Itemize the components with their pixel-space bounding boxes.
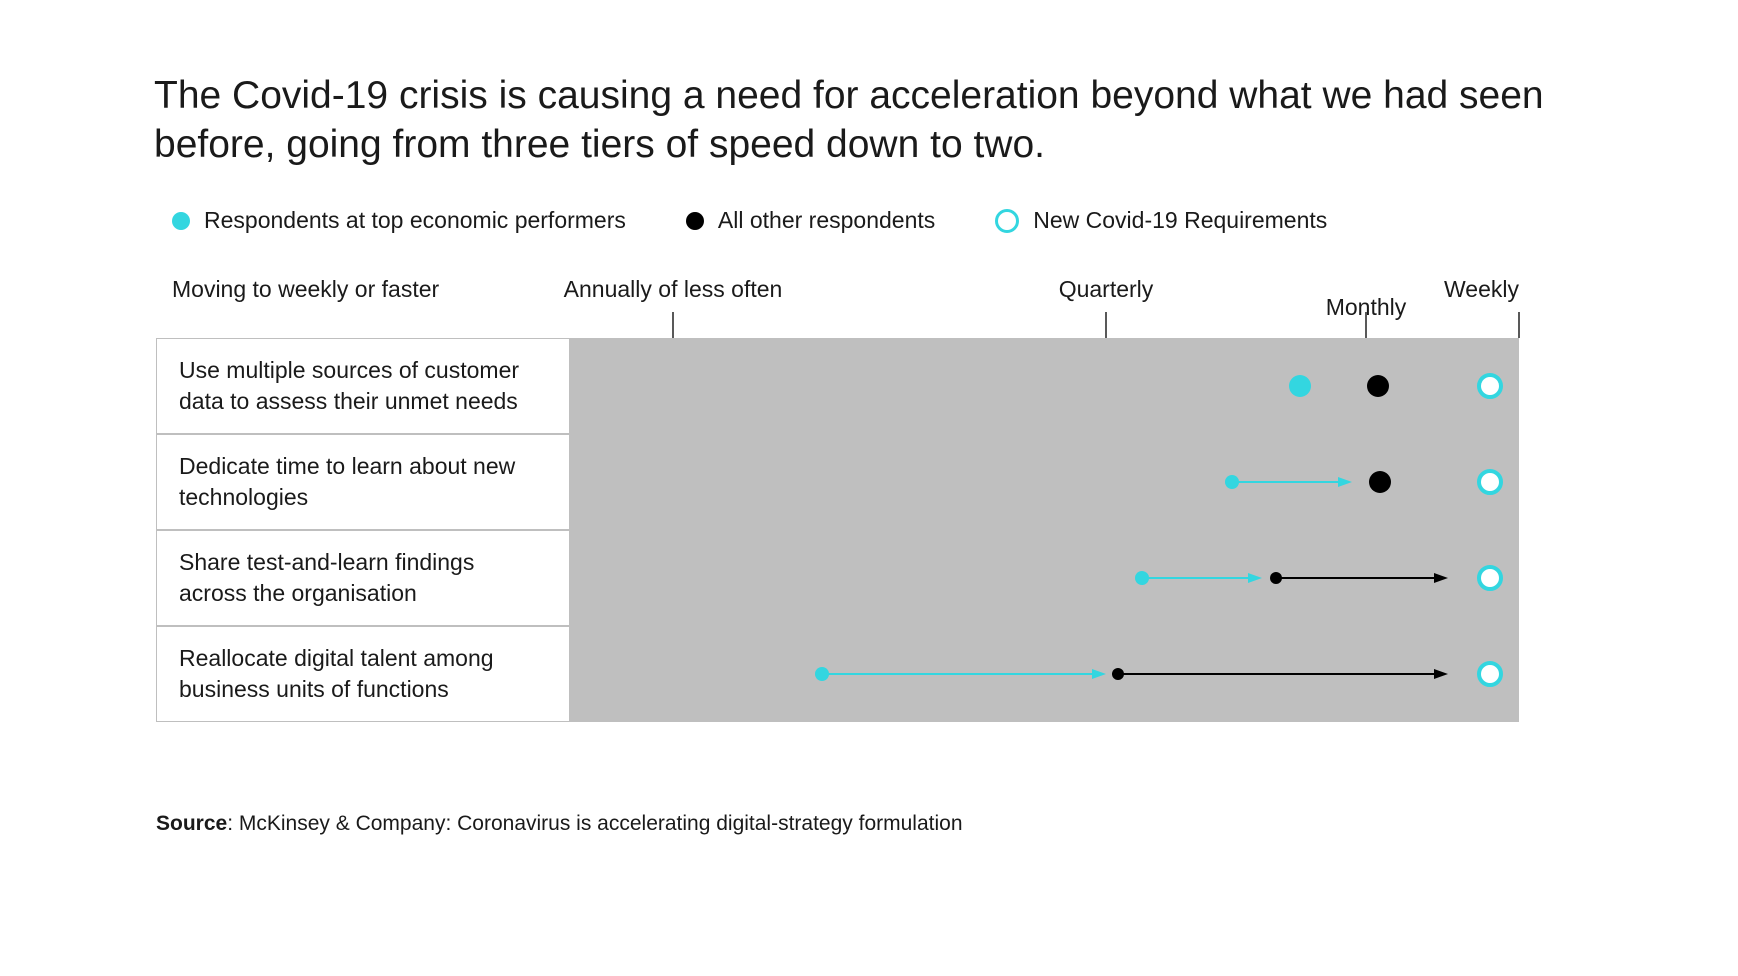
- legend-label-0: Respondents at top economic performers: [204, 207, 626, 234]
- legend-swatch-0: [172, 212, 190, 230]
- chart-canvas: The Covid-19 crisis is causing a need fo…: [0, 0, 1738, 976]
- axis-label-3: Weekly: [1444, 276, 1519, 303]
- axis-tick-3: [1518, 312, 1520, 338]
- covid-requirement-dot-3: [1477, 661, 1503, 687]
- other-respondents-arrow-2: [1276, 577, 1434, 579]
- source-line: Source: McKinsey & Company: Coronavirus …: [156, 812, 963, 836]
- source-prefix: Source: [156, 812, 227, 835]
- legend-item-0: Respondents at top economic performers: [172, 207, 626, 234]
- covid-requirement-dot-2: [1477, 565, 1503, 591]
- legend: Respondents at top economic performers Al…: [172, 207, 1327, 234]
- axis-heading: Moving to weekly or faster: [172, 276, 439, 303]
- top-performers-arrowhead-2: [1248, 573, 1262, 583]
- row-label-1: Dedicate time to learn about new technol…: [156, 434, 570, 530]
- top-performers-dot-0: [1289, 375, 1311, 397]
- axis-tick-2: [1365, 312, 1367, 338]
- top-performers-dot-1: [1225, 475, 1239, 489]
- legend-label-2: New Covid-19 Requirements: [1033, 207, 1327, 234]
- legend-swatch-2: [995, 209, 1019, 233]
- other-respondents-dot-2: [1270, 572, 1282, 584]
- top-performers-arrowhead-3: [1092, 669, 1106, 679]
- other-respondents-dot-3: [1112, 668, 1124, 680]
- top-performers-arrow-2: [1142, 577, 1248, 579]
- other-respondents-dot-1: [1369, 471, 1391, 493]
- source-text: : McKinsey & Company: Coronavirus is acc…: [227, 812, 962, 835]
- other-respondents-arrowhead-2: [1434, 573, 1448, 583]
- other-respondents-dot-0: [1367, 375, 1389, 397]
- covid-requirement-dot-0: [1477, 373, 1503, 399]
- other-respondents-arrowhead-3: [1434, 669, 1448, 679]
- legend-item-1: All other respondents: [686, 207, 935, 234]
- legend-item-2: New Covid-19 Requirements: [995, 207, 1327, 234]
- top-performers-arrowhead-1: [1338, 477, 1352, 487]
- covid-requirement-dot-1: [1477, 469, 1503, 495]
- chart-title: The Covid-19 crisis is causing a need fo…: [154, 72, 1564, 170]
- top-performers-arrow-1: [1232, 481, 1338, 483]
- axis-tick-0: [672, 312, 674, 338]
- row-label-2: Share test-and-learn findings across the…: [156, 530, 570, 626]
- top-performers-dot-2: [1135, 571, 1149, 585]
- legend-label-1: All other respondents: [718, 207, 935, 234]
- legend-swatch-1: [686, 212, 704, 230]
- top-performers-dot-3: [815, 667, 829, 681]
- axis-label-1: Quarterly: [1059, 276, 1154, 303]
- axis-tick-1: [1105, 312, 1107, 338]
- other-respondents-arrow-3: [1118, 673, 1434, 675]
- axis-label-0: Annually of less often: [564, 276, 783, 303]
- row-label-3: Reallocate digital talent among business…: [156, 626, 570, 722]
- row-label-0: Use multiple sources of customer data to…: [156, 338, 570, 434]
- top-performers-arrow-3: [822, 673, 1092, 675]
